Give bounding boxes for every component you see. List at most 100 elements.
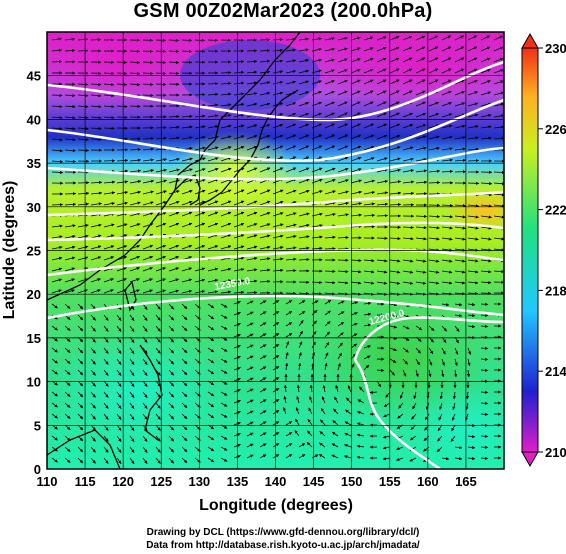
wind-arrow bbox=[168, 289, 179, 294]
wind-arrow bbox=[272, 223, 284, 228]
wind-arrow bbox=[467, 136, 479, 140]
wind-arrow bbox=[363, 179, 376, 184]
wind-arrow bbox=[207, 114, 219, 118]
wind-arrow bbox=[142, 244, 154, 250]
wind-arrow bbox=[296, 384, 301, 393]
wind-arrow bbox=[337, 156, 349, 162]
wind-arrow bbox=[272, 300, 280, 305]
wind-arrow bbox=[451, 413, 456, 421]
wind-arrow bbox=[324, 352, 329, 360]
x-tick-label-140: 140 bbox=[265, 474, 287, 489]
wind-arrow bbox=[194, 200, 206, 206]
wind-arrow bbox=[402, 79, 413, 85]
wind-arrow bbox=[142, 303, 148, 310]
wind-arrow bbox=[321, 396, 326, 404]
wind-arrow bbox=[259, 223, 271, 228]
wind-arrow bbox=[246, 399, 254, 404]
wind-arrow bbox=[441, 215, 453, 219]
wind-arrow bbox=[454, 325, 460, 332]
wind-arrow bbox=[376, 79, 387, 85]
wind-arrow bbox=[389, 68, 400, 74]
wind-arrow bbox=[428, 35, 439, 41]
wind-arrow bbox=[285, 311, 293, 316]
wind-arrow bbox=[142, 255, 154, 261]
wind-arrow bbox=[246, 256, 258, 261]
wind-arrow bbox=[376, 214, 389, 218]
wind-arrow bbox=[493, 114, 504, 118]
wind-arrow bbox=[129, 158, 142, 162]
wind-arrow bbox=[285, 333, 293, 338]
wind-arrow bbox=[389, 90, 400, 96]
wind-arrow bbox=[363, 101, 374, 107]
x-tick-label-145: 145 bbox=[303, 474, 325, 489]
wind-arrow bbox=[259, 410, 267, 415]
wind-arrow bbox=[272, 344, 280, 349]
wind-arrow bbox=[246, 234, 258, 239]
wind-arrow bbox=[389, 270, 401, 274]
wind-arrow bbox=[454, 68, 465, 74]
wind-arrow bbox=[493, 91, 504, 96]
wind-arrow bbox=[389, 46, 400, 52]
wind-arrow bbox=[350, 270, 362, 274]
wind-arrow bbox=[337, 47, 348, 52]
wind-arrow bbox=[64, 148, 76, 153]
wind-arrow bbox=[337, 134, 349, 140]
colorbar-body bbox=[521, 47, 539, 453]
wind-arrow bbox=[181, 413, 188, 420]
wind-arrow bbox=[142, 212, 154, 217]
wind-arrow bbox=[337, 342, 344, 349]
wind-arrow bbox=[90, 391, 96, 398]
wind-arrow bbox=[428, 281, 440, 285]
map-figure: 12200.0 12350.0 110 115 120 125 130 135 140 145… bbox=[1, 31, 566, 514]
wind-arrow bbox=[194, 114, 206, 118]
wind-arrow bbox=[259, 48, 271, 53]
wind-arrow bbox=[155, 413, 161, 420]
wind-arrow bbox=[90, 180, 103, 185]
wind-arrow bbox=[350, 301, 358, 305]
wind-arrow bbox=[337, 332, 344, 338]
wind-arrow bbox=[350, 123, 361, 129]
wind-arrow bbox=[233, 234, 245, 239]
wind-arrow bbox=[233, 70, 245, 75]
wind-arrow bbox=[493, 182, 504, 186]
wind-arrow bbox=[142, 71, 154, 76]
wind-arrow bbox=[311, 331, 317, 338]
wind-arrow bbox=[51, 159, 64, 164]
wind-arrow bbox=[376, 101, 387, 107]
wind-arrow bbox=[357, 411, 365, 415]
wind-arrow bbox=[168, 267, 180, 272]
wind-arrow bbox=[168, 38, 179, 42]
wind-arrow bbox=[415, 180, 428, 184]
wind-arrow bbox=[298, 362, 302, 371]
wind-arrow bbox=[220, 303, 228, 308]
wind-arrow bbox=[284, 362, 289, 371]
wind-arrow bbox=[220, 200, 232, 206]
wind-arrow bbox=[103, 201, 115, 206]
wind-arrow bbox=[467, 270, 479, 274]
wind-arrow bbox=[415, 259, 427, 263]
wind-arrow bbox=[428, 259, 440, 263]
wind-arrow bbox=[116, 347, 122, 354]
wind-arrow bbox=[272, 70, 284, 74]
wind-arrow bbox=[283, 407, 287, 415]
wind-arrow bbox=[233, 211, 245, 217]
wind-arrow bbox=[350, 145, 362, 151]
wind-arrow bbox=[116, 278, 127, 283]
wind-arrow bbox=[350, 312, 358, 316]
x-tick-label-120: 120 bbox=[112, 474, 134, 489]
wind-arrow bbox=[51, 347, 58, 353]
colorbar-tick-label-226: 226 bbox=[545, 122, 566, 137]
wind-arrow bbox=[467, 91, 478, 96]
wind-arrow bbox=[51, 149, 63, 153]
wind-arrow bbox=[415, 358, 420, 366]
wind-arrow bbox=[168, 424, 174, 431]
wind-arrow bbox=[142, 402, 148, 409]
wind-arrow bbox=[246, 290, 258, 295]
wind-arrow bbox=[428, 46, 439, 52]
wind-arrow bbox=[129, 190, 141, 195]
x-tick-label-165: 165 bbox=[455, 474, 477, 489]
wind-arrow bbox=[363, 123, 374, 129]
wind-arrow bbox=[194, 146, 206, 151]
wind-arrow bbox=[454, 46, 465, 52]
wind-arrow bbox=[428, 146, 440, 151]
